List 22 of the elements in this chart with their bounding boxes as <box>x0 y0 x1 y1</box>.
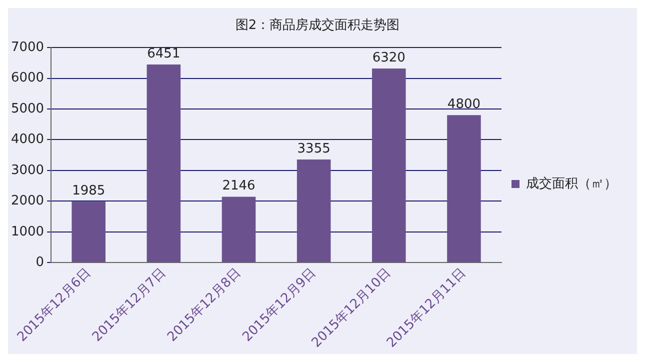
bar <box>222 196 256 262</box>
y-tick-label: 3000 <box>10 162 44 178</box>
data-label: 1985 <box>72 184 106 199</box>
data-label: 2146 <box>222 178 256 194</box>
y-tick-label: 7000 <box>10 40 44 55</box>
data-label: 6451 <box>147 46 180 62</box>
data-label: 4800 <box>447 97 481 112</box>
y-tick-label: 4000 <box>10 132 44 148</box>
y-tick-label: 6000 <box>10 70 44 86</box>
bar <box>447 115 481 262</box>
bar <box>72 202 106 262</box>
y-tick-label: 1000 <box>10 224 44 240</box>
data-label: 3355 <box>297 141 330 156</box>
chart-title: 图2：商品房成交面积走势图 <box>235 17 400 34</box>
bar <box>146 64 181 262</box>
y-tick-label: 5000 <box>10 101 44 116</box>
bar <box>372 68 406 262</box>
legend-label: 成交面积（㎡） <box>526 175 617 192</box>
bar <box>296 160 331 262</box>
y-tick-label: 0 <box>36 254 44 270</box>
y-tick-label: 2000 <box>10 194 44 209</box>
data-label: 6320 <box>372 50 406 66</box>
